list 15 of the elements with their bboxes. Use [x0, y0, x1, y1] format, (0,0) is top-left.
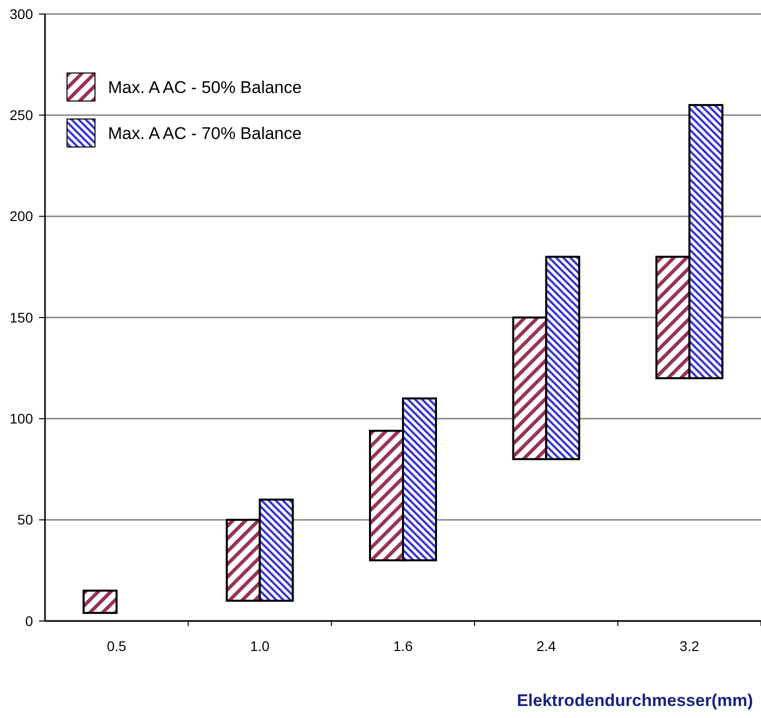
y-tick-label: 200 — [10, 208, 34, 224]
legend-label: Max. A AC - 70% Balance — [108, 124, 302, 143]
x-tick-label: 1.0 — [250, 638, 270, 654]
y-tick-label: 150 — [10, 309, 34, 326]
x-tick-label: 1.6 — [393, 638, 413, 654]
legend-label: Max. A AC - 50% Balance — [108, 78, 302, 97]
y-tick-label: 100 — [10, 410, 34, 427]
y-tick-label: 300 — [10, 6, 34, 22]
x-tick-label: 3.2 — [680, 638, 700, 654]
x-tick-label: 2.4 — [536, 638, 556, 654]
y-tick-label: 0 — [25, 612, 34, 629]
y-tick-label: 50 — [17, 512, 34, 528]
y-tick-label: 250 — [10, 107, 34, 124]
x-axis-title: Elektrodendurchmesser(mm) — [516, 691, 753, 710]
x-tick-label: 0.5 — [106, 638, 127, 654]
